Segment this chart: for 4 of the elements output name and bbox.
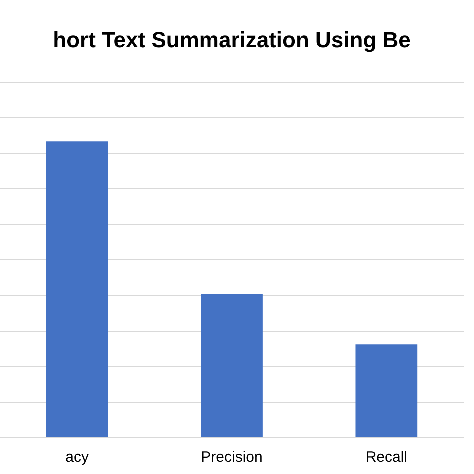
x-tick-label: acy: [66, 449, 90, 466]
x-tick-label: Recall: [366, 449, 408, 466]
x-tick-label: Precision: [201, 449, 263, 466]
chart-title: hort Text Summarization Using Be: [53, 27, 411, 52]
